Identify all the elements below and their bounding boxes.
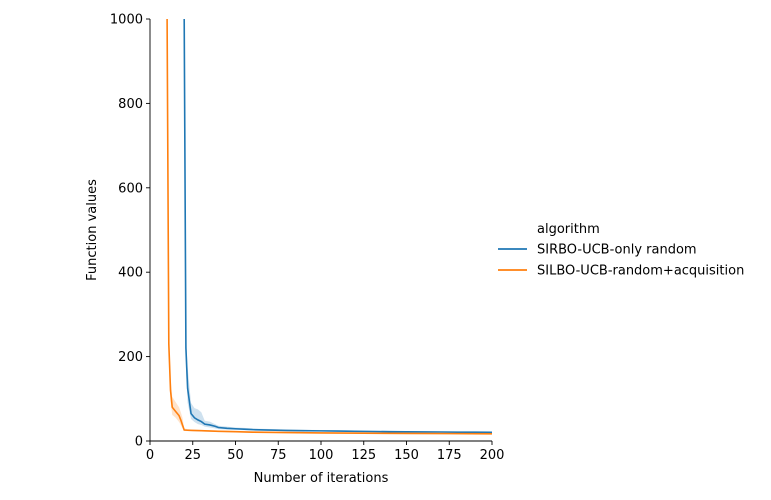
x-tick-label: 0 (146, 448, 154, 463)
x-tick-label: 175 (437, 448, 462, 463)
y-tick-label: 0 (135, 435, 143, 450)
x-tick-label: 150 (394, 448, 419, 463)
legend-label-1: SIRBO-UCB-only random (537, 243, 697, 258)
x-tick-label: 25 (184, 448, 201, 463)
y-tick-label: 400 (118, 266, 143, 281)
legend: algorithm SIRBO-UCB-only random SILBO-UCB… (498, 222, 744, 279)
plot-area (166, 19, 492, 435)
series-line-1 (183, 19, 492, 434)
y-tick-label: 200 (118, 350, 143, 365)
y-axis-label: Function values (85, 179, 100, 281)
series-band-2 (167, 19, 492, 435)
x-tick-label: 200 (480, 448, 505, 463)
legend-label-2: SILBO-UCB-random+acquisition (537, 264, 744, 279)
y-tick-label: 600 (118, 181, 143, 196)
y-axis: 0 200 400 600 800 1000 (110, 13, 151, 450)
series-line-2 (166, 19, 492, 435)
x-tick-label: 125 (351, 448, 376, 463)
x-tick-label: 75 (270, 448, 287, 463)
x-axis-label: Number of iterations (254, 471, 389, 486)
x-tick-label: 100 (309, 448, 334, 463)
x-axis: 0 25 50 75 100 125 150 175 200 (146, 440, 505, 463)
y-tick-label: 800 (118, 97, 143, 112)
series-band-1 (184, 19, 492, 433)
y-tick-label: 1000 (110, 13, 143, 28)
x-tick-label: 50 (227, 448, 244, 463)
legend-title: algorithm (537, 222, 600, 237)
